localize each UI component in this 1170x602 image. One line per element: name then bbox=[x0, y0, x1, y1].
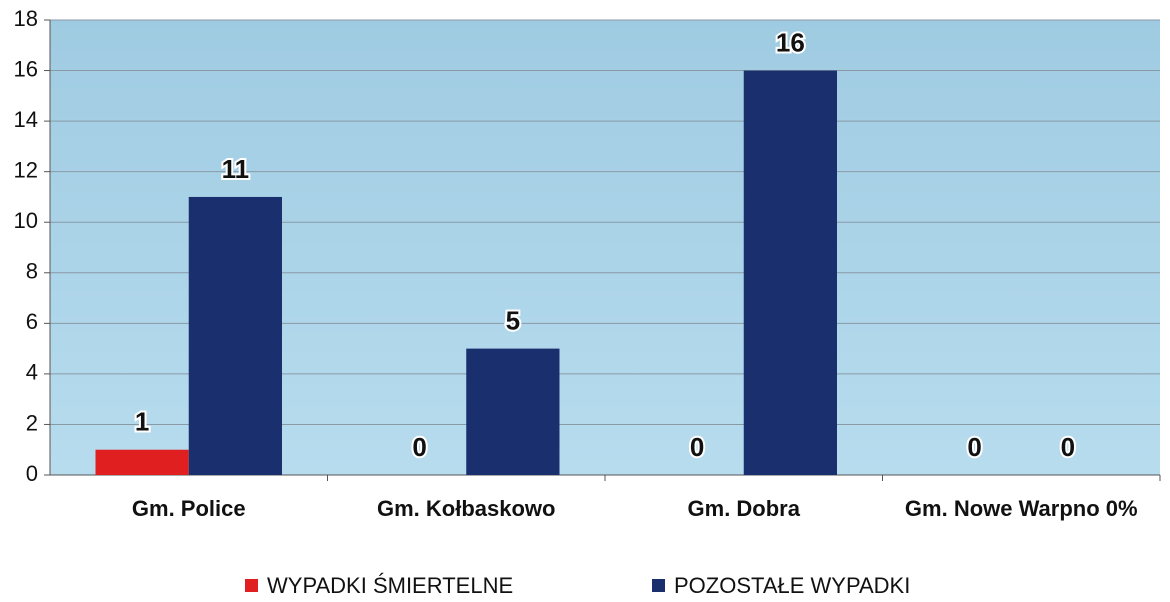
y-tick-label: 6 bbox=[26, 309, 38, 334]
y-tick-label: 18 bbox=[14, 6, 38, 31]
data-label: 0 bbox=[967, 432, 981, 462]
y-tick-label: 8 bbox=[26, 259, 38, 284]
legend-swatch bbox=[652, 579, 665, 592]
legend-label: POZOSTAŁE WYPADKI bbox=[674, 573, 910, 598]
data-label: 16 bbox=[776, 27, 805, 57]
bar bbox=[743, 70, 837, 476]
data-label: 0 bbox=[690, 432, 704, 462]
bar bbox=[95, 449, 189, 475]
data-label: 5 bbox=[506, 305, 520, 335]
y-tick-label: 4 bbox=[26, 360, 38, 385]
x-tick-label: Gm. Police bbox=[132, 496, 246, 521]
x-tick-label: Gm. Nowe Warpno 0% bbox=[905, 496, 1138, 521]
y-tick-label: 14 bbox=[14, 107, 38, 132]
y-tick-label: 2 bbox=[26, 410, 38, 435]
bar bbox=[188, 196, 282, 475]
y-tick-label: 16 bbox=[14, 56, 38, 81]
y-tick-label: 12 bbox=[14, 157, 38, 182]
y-tick-label: 10 bbox=[14, 208, 38, 233]
y-tick-label: 0 bbox=[26, 461, 38, 486]
x-tick-label: Gm. Kołbaskowo bbox=[377, 496, 555, 521]
data-label: 11 bbox=[222, 154, 250, 184]
data-label: 0 bbox=[412, 432, 426, 462]
data-label: 1 bbox=[135, 407, 149, 437]
legend-label: WYPADKI ŚMIERTELNE bbox=[267, 573, 513, 598]
data-label: 0 bbox=[1061, 432, 1075, 462]
legend-swatch bbox=[245, 579, 258, 592]
bar bbox=[466, 348, 560, 475]
x-tick-label: Gm. Dobra bbox=[688, 496, 801, 521]
